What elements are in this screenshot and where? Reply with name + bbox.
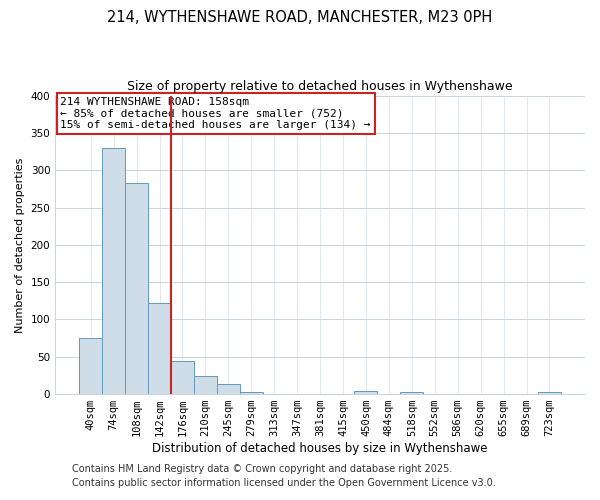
Bar <box>171 361 194 394</box>
Bar <box>400 392 423 394</box>
Text: 214 WYTHENSHAWE ROAD: 158sqm
← 85% of detached houses are smaller (752)
15% of s: 214 WYTHENSHAWE ROAD: 158sqm ← 85% of de… <box>61 97 371 130</box>
Bar <box>148 303 171 394</box>
Text: 214, WYTHENSHAWE ROAD, MANCHESTER, M23 0PH: 214, WYTHENSHAWE ROAD, MANCHESTER, M23 0… <box>107 10 493 25</box>
Bar <box>125 183 148 394</box>
Title: Size of property relative to detached houses in Wythenshawe: Size of property relative to detached ho… <box>127 80 513 93</box>
Text: Contains HM Land Registry data © Crown copyright and database right 2025.
Contai: Contains HM Land Registry data © Crown c… <box>72 464 496 487</box>
Bar <box>217 384 240 394</box>
X-axis label: Distribution of detached houses by size in Wythenshawe: Distribution of detached houses by size … <box>152 442 488 455</box>
Bar <box>538 392 561 394</box>
Bar <box>79 338 102 394</box>
Bar <box>194 376 217 394</box>
Bar <box>102 148 125 394</box>
Bar <box>240 392 263 394</box>
Y-axis label: Number of detached properties: Number of detached properties <box>15 157 25 332</box>
Bar <box>355 391 377 394</box>
